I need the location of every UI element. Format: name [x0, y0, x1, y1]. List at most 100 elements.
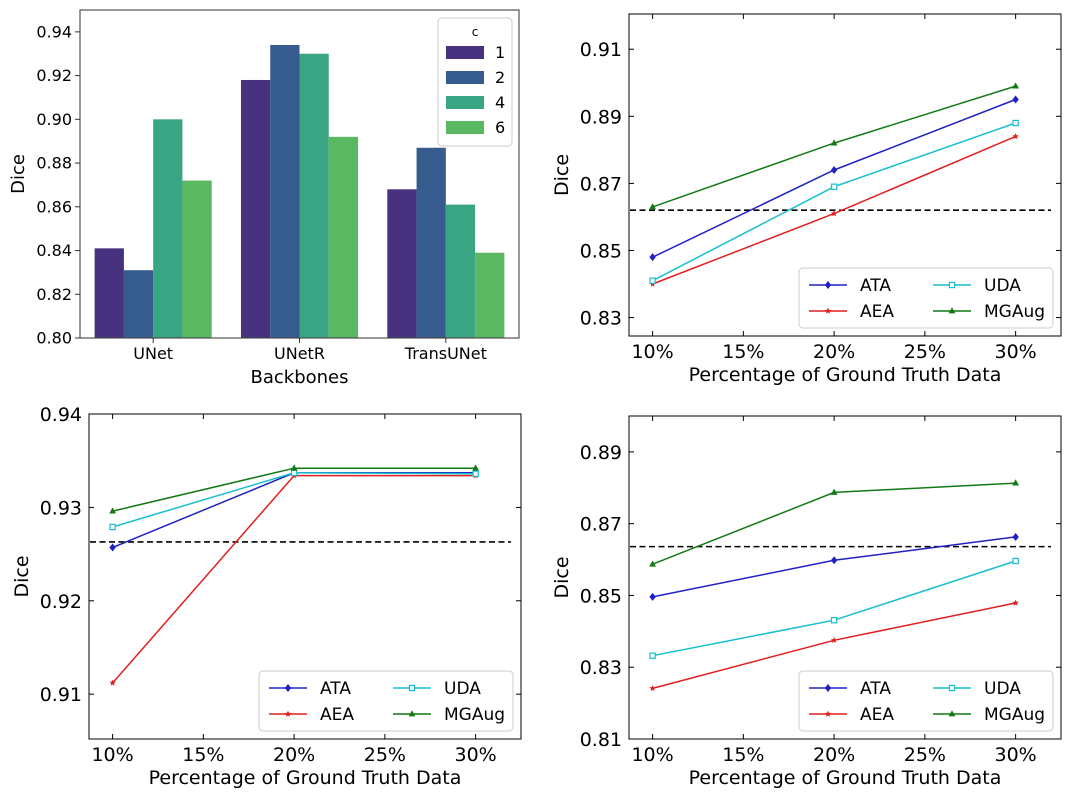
legend-swatch-1 [446, 46, 484, 59]
legend-label-2: 2 [495, 68, 505, 87]
y-tick-label: 0.87 [580, 173, 622, 195]
x-tick-label: 25% [904, 341, 946, 363]
y-tick-label: 0.89 [580, 442, 622, 464]
x-tick-label: 10% [631, 341, 673, 363]
point-UDA-20 [290, 469, 298, 477]
point-MGAug-10 [649, 203, 656, 210]
x-tick-label: 20% [813, 341, 855, 363]
legend-label-1: 1 [495, 43, 505, 62]
legend-label-MGAug: MGAug [984, 705, 1045, 725]
legend-swatch-2 [446, 71, 484, 84]
x-tick-label: 20% [273, 744, 315, 766]
series-line-UDA [652, 122, 1016, 282]
point-MGAug-30 [1012, 479, 1020, 486]
point-AEA-10 [649, 685, 656, 692]
plot-frame [628, 13, 1062, 337]
y-tick-label: 0.84 [36, 241, 72, 260]
y-tick-label: 0.92 [36, 66, 72, 85]
x-axis-title: Percentage of Ground Truth Data [689, 767, 1002, 789]
y-axis-title: Dice [8, 154, 29, 194]
y-tick-label: 0.80 [36, 329, 72, 348]
x-tick-label: TransUNet [404, 344, 487, 363]
legend-marker-UDA [948, 684, 956, 692]
y-tick-label: 0.87 [580, 514, 622, 536]
x-tick-label: UNetR [274, 344, 325, 363]
series-line-AEA [112, 474, 476, 684]
legend-label-AEA: AEA [860, 302, 894, 322]
legend-label-UDA: UDA [984, 276, 1021, 296]
series-line-MGAug [652, 482, 1016, 565]
point-UDA-10 [109, 523, 116, 531]
legend-swatch-6 [446, 121, 484, 134]
legend-marker-AEA [824, 307, 832, 314]
bar-TransUNet-c1 [387, 189, 417, 338]
x-tick-label: 25% [364, 744, 406, 766]
x-tick-label: 20% [813, 744, 855, 766]
point-AEA-20 [830, 636, 838, 644]
bar-UNet-c2 [123, 270, 154, 338]
y-tick-label: 0.82 [36, 285, 72, 304]
bar-UNetR-c2 [270, 44, 300, 339]
x-tick-label: 30% [455, 744, 497, 766]
y-tick-label: 0.94 [36, 22, 72, 41]
bar-UNet-c1 [94, 248, 124, 338]
point-AEA-30 [1012, 133, 1019, 140]
legend-label-ATA: ATA [320, 679, 351, 699]
legend-label-UDA: UDA [444, 679, 481, 699]
legend-title: c [472, 25, 479, 39]
point-UDA-30 [472, 470, 479, 477]
bar-UNetR-c4 [299, 53, 329, 338]
x-tick-label: 15% [722, 341, 764, 363]
point-ATA-30 [1012, 95, 1019, 104]
point-ATA-30 [1012, 532, 1019, 541]
point-MGAug-10 [649, 560, 656, 567]
legend-box [798, 670, 1054, 732]
plot-frame [88, 413, 522, 740]
legend-label-ATA: ATA [860, 276, 891, 296]
point-AEA-20 [830, 210, 838, 217]
legend-box [798, 267, 1054, 329]
y-tick-label: 0.91 [580, 39, 622, 61]
point-MGAug-20 [830, 139, 838, 146]
point-MGAug-10 [109, 507, 116, 514]
x-tick-label: 15% [722, 744, 764, 766]
legend-marker-MGAug [948, 710, 956, 717]
series-line-ATA [652, 98, 1016, 258]
legend-swatch-4 [446, 96, 484, 109]
line-chart-bottom-right: 0.81 0.83 0.85 0.87 0.89 10% 15% 20% 25% 30%Perce… [551, 415, 1062, 789]
point-ATA-10 [649, 253, 656, 262]
x-tick-label: 25% [904, 744, 946, 766]
y-tick-label: 0.81 [580, 729, 622, 751]
x-tick-label: 30% [995, 341, 1037, 363]
legend-marker-AEA [824, 710, 832, 717]
y-axis-title: Dice [551, 154, 573, 196]
x-axis-title: Backbones [251, 367, 349, 388]
y-tick-label: 0.83 [580, 308, 622, 330]
legend-label-ATA: ATA [860, 679, 891, 699]
point-UDA-10 [649, 652, 656, 659]
bar-UNetR-c1 [240, 79, 271, 339]
point-MGAug-20 [290, 464, 298, 471]
point-MGAug-20 [830, 488, 838, 495]
x-axis-title: Percentage of Ground Truth Data [689, 364, 1002, 386]
y-tick-label: 0.86 [36, 197, 72, 216]
point-AEA-10 [109, 679, 116, 686]
point-AEA-30 [1012, 599, 1019, 606]
x-tick-label: UNet [133, 344, 173, 363]
point-UDA-30 [1012, 557, 1019, 565]
legend-label-UDA: UDA [984, 679, 1021, 699]
series-line-UDA [112, 472, 476, 528]
bar-TransUNet-c4 [445, 204, 476, 338]
y-tick-label: 0.85 [580, 240, 622, 262]
point-ATA-20 [830, 556, 838, 565]
legend-marker-ATA [824, 281, 832, 289]
y-tick-label: 0.85 [580, 585, 622, 607]
legend-label-AEA: AEA [860, 705, 894, 725]
y-tick-label: 0.94 [40, 404, 82, 426]
point-ATA-20 [830, 165, 838, 174]
bar-TransUNet-c6 [475, 252, 505, 338]
y-tick-label: 0.91 [40, 684, 82, 706]
line-chart-bottom-left: 0.91 0.92 0.93 0.94 10% 15% 20% 25% 30%Percentag… [11, 404, 522, 789]
point-UDA-10 [649, 277, 656, 284]
